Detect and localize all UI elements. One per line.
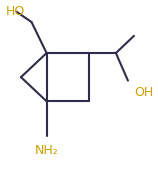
Text: NH₂: NH₂ [35,144,58,157]
Text: HO: HO [6,5,25,18]
Text: OH: OH [134,86,153,99]
